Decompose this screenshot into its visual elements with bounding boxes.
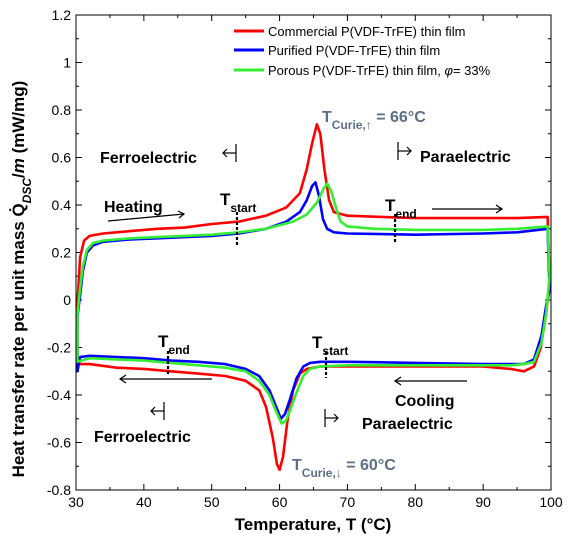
y-axis-title-m: m <box>9 158 28 173</box>
legend-porous-suffix: = 33% <box>453 63 491 78</box>
cooling-label: Cooling <box>395 393 455 410</box>
y-tick-label: 1 <box>63 55 71 71</box>
tstart-heating-sub: start <box>230 201 256 215</box>
plot-frame <box>75 14 552 491</box>
y-axis-title: Heat transfer rate per unit mass Q̇DSC/m… <box>9 81 34 478</box>
curie-down-label: TCurie,↓ = 60°C <box>292 457 396 480</box>
tstart-heating-t: T <box>220 190 231 209</box>
legend-porous-phi: φ <box>444 63 453 78</box>
legend: Commercial P(VDF-TrFE) thin film Purifie… <box>234 24 491 78</box>
y-tick-label: -0.6 <box>47 435 71 451</box>
y-axis-title-slash: / <box>9 173 28 178</box>
ferroelectric-heating-arrow <box>222 144 237 162</box>
curve-porous <box>76 182 551 425</box>
y-axis-title-sub: DSC <box>20 178 34 204</box>
cooling-arrow <box>393 376 467 386</box>
ticks-layer: 30 40 50 60 70 80 90 100 -0.8 -0.6 -0.4 -0.2 0 0.2 0.4… <box>47 7 563 510</box>
y-axis-title-prefix: Heat transfer rate per unit mass <box>9 217 28 478</box>
paraelectric-heating-arrow <box>397 142 412 160</box>
curves-layer <box>76 123 551 472</box>
tend-heating-label: Tend <box>385 196 417 221</box>
x-tick-label: 100 <box>539 494 563 510</box>
ferroelectric-cooling-arrow <box>150 402 165 420</box>
x-tick-label: 90 <box>475 494 491 510</box>
tstart-heating-label: Tstart <box>220 190 256 215</box>
y-tick-label: 0.6 <box>52 150 72 166</box>
tstart-cooling-label: Tstart <box>312 333 348 358</box>
paraelectric-cooling-label: Paraelectric <box>362 416 453 433</box>
legend-label-porous: Porous P(VDF-TrFE) thin film, φ= 33% <box>268 63 491 78</box>
y-tick-label: -0.2 <box>47 340 71 356</box>
y-tick-label: -0.4 <box>47 387 71 403</box>
tstart-cooling-t: T <box>312 333 323 352</box>
tend-heating-arrow <box>432 204 504 214</box>
x-tick-label: 80 <box>407 494 423 510</box>
curie-down-sub: Curie,↓ <box>302 466 342 480</box>
y-tick-label: 0.2 <box>52 245 72 261</box>
ferroelectric-heating-label: Ferroelectric <box>100 150 197 167</box>
y-tick-label: -0.8 <box>47 482 71 498</box>
y-tick-label: 0.8 <box>52 102 72 118</box>
legend-label-purified: Purified P(VDF-TrFE) thin film <box>268 43 440 58</box>
y-axis-title-q: Q̇ <box>9 203 28 216</box>
ferroelectric-cooling-label: Ferroelectric <box>94 429 191 446</box>
x-axis-title: Temperature, T (°C) <box>235 515 392 534</box>
curie-up-sub: Curie,↑ <box>332 118 372 132</box>
x-tick-label: 50 <box>204 494 220 510</box>
paraelectric-cooling-arrow <box>324 409 339 427</box>
tend-heating-sub: end <box>395 207 416 221</box>
legend-porous-prefix: Porous P(VDF-TrFE) thin film, <box>268 63 444 78</box>
x-tick-label: 40 <box>136 494 152 510</box>
tstart-cooling-sub: start <box>322 344 348 358</box>
x-tick-label: 30 <box>68 494 84 510</box>
x-tick-label: 70 <box>340 494 356 510</box>
y-tick-label: 0.4 <box>52 197 72 213</box>
y-tick-label: 1.2 <box>52 7 72 23</box>
x-tick-label: 60 <box>272 494 288 510</box>
tend-cooling-sub: end <box>168 343 189 357</box>
tend-cooling-t: T <box>158 332 169 351</box>
curie-down-value: = 60°C <box>342 457 396 474</box>
curie-up-t: T <box>322 109 332 126</box>
heating-arrow <box>107 210 186 222</box>
legend-label-commercial: Commercial P(VDF-TrFE) thin film <box>268 24 465 39</box>
y-axis-title-unit: (mW/mg) <box>9 81 28 158</box>
curie-up-value: = 66°C <box>372 109 426 126</box>
curie-down-t: T <box>292 457 302 474</box>
y-tick-label: 0 <box>63 292 71 308</box>
tend-cooling-label: Tend <box>158 332 190 357</box>
tend-cooling-arrow <box>118 374 212 384</box>
heating-label: Heating <box>104 199 163 216</box>
paraelectric-heating-label: Paraelectric <box>420 149 511 166</box>
curie-up-label: TCurie,↑ = 66°C <box>322 109 426 132</box>
tend-heating-t: T <box>385 196 396 215</box>
